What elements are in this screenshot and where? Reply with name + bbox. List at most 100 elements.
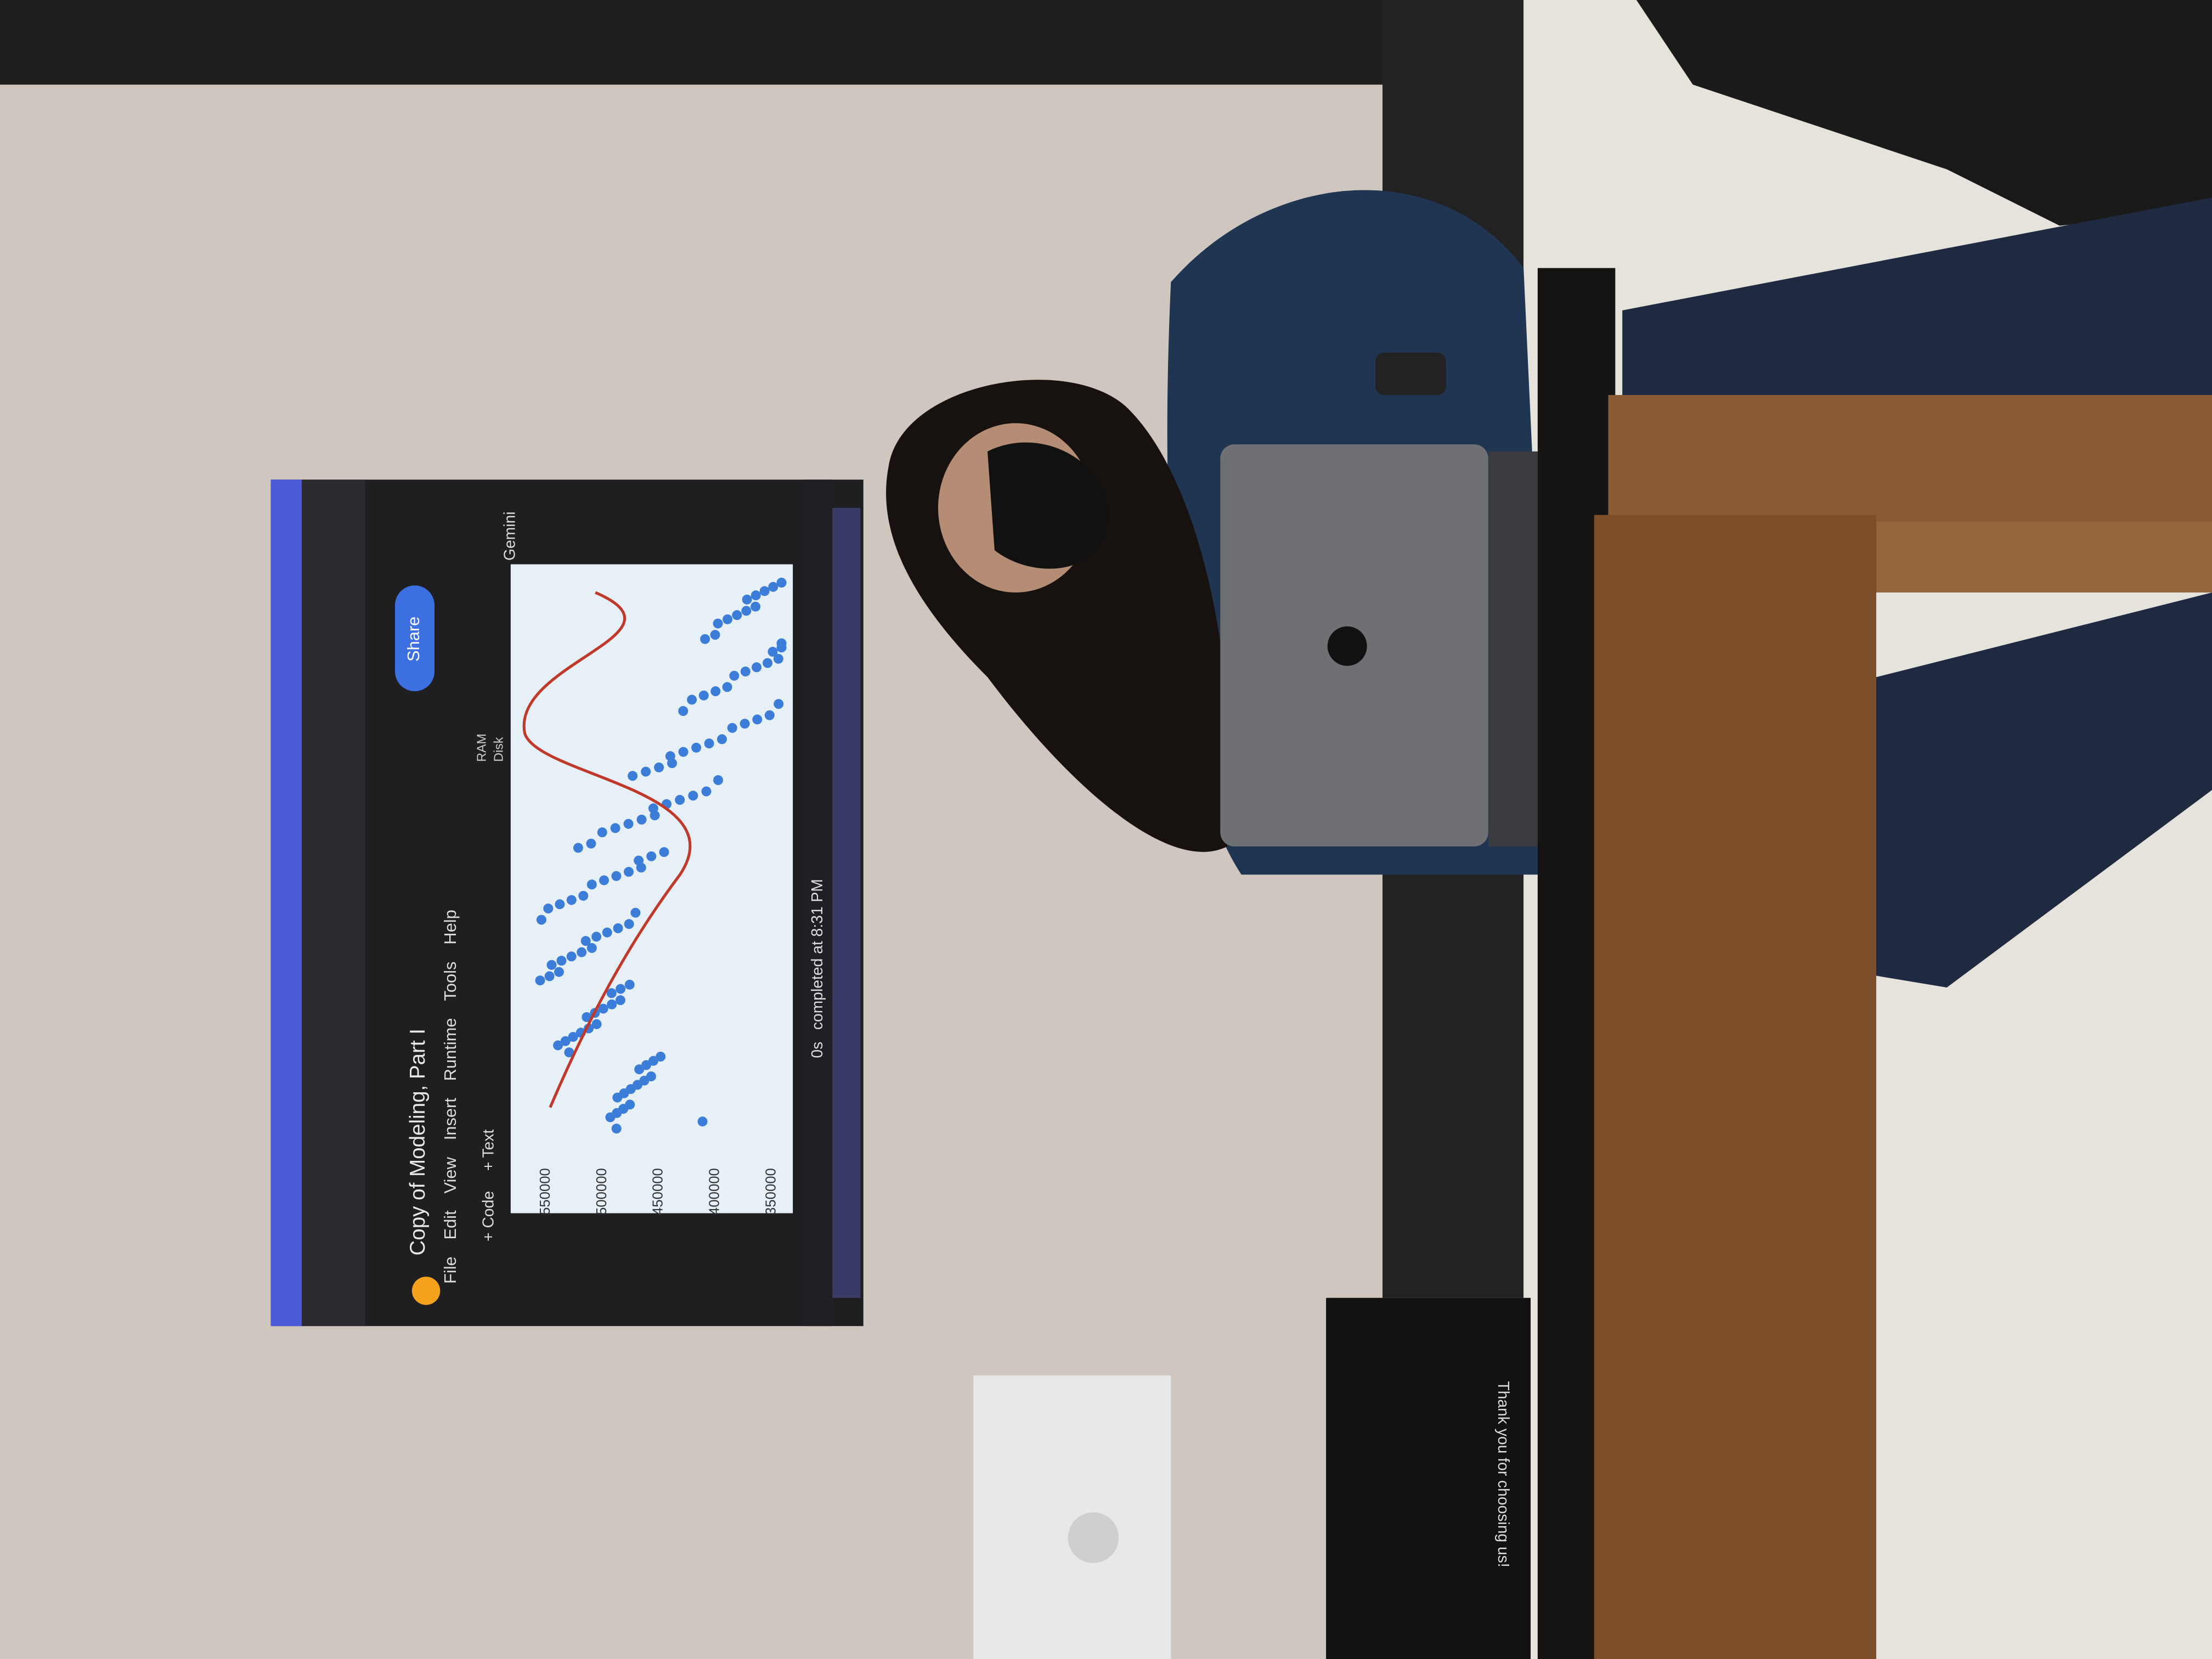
plot-dot [628,771,638,781]
resource-label: Disk [491,737,505,761]
plot-dot [751,601,761,612]
mask [988,442,1108,569]
share-label[interactable]: Share [404,617,423,662]
menu-item[interactable]: Tools [441,962,460,1001]
plot-dot [580,936,591,946]
plot-ticks: 550000 500000 450000 400000 350000 [538,1168,778,1215]
plot-dot [710,630,720,640]
projector [973,1375,1171,1659]
plot-dot [704,738,714,749]
fit-curve [522,591,692,1108]
plot-dot [776,642,787,653]
plot-dot [636,815,647,825]
plot-dot [591,932,602,942]
plot-dot [566,895,577,905]
plot-dot [613,923,623,933]
plot-dot [554,967,564,977]
plot-dot [535,975,545,986]
menu-item[interactable]: Insert [441,1098,460,1141]
plot-dot [568,1032,578,1042]
plot-dot [751,590,761,601]
plot-dot [543,904,554,913]
plot-dot [623,867,634,877]
leg [1862,592,2212,988]
plot-dot [752,662,762,673]
plot-dot [634,1064,645,1075]
plot-dot [607,999,617,1009]
plot-dot [763,658,773,668]
resource-label: RAM [475,733,489,761]
plot-dot [560,1036,571,1046]
plot-dot [722,682,732,692]
plot-dot [648,803,658,814]
plot-dot [713,618,723,629]
plot-dot [764,710,775,720]
plot-dot [610,823,620,833]
plot-dot [615,995,625,1006]
colab-logo [411,1277,441,1305]
plot-dot [611,1124,622,1134]
resources: RAM Disk [475,733,506,761]
plot-dot [742,594,752,605]
plot-dot [740,719,750,729]
plot-dot [606,988,617,998]
plot-dot [740,667,751,676]
desk-top [1608,395,2212,522]
plot-dot [654,762,664,772]
plot-dot [665,751,675,761]
plot-dot [752,714,763,725]
plot-dot [701,786,712,797]
plot-dot [578,890,589,901]
menu-item[interactable]: Runtime [441,1018,460,1081]
plot-dot [624,919,634,929]
plot-dot [678,747,689,757]
plot-dot [605,1112,616,1122]
seated-person [1636,0,2212,226]
plot-dot [598,1003,608,1014]
menu-bar: File Edit View Insert Runtime Tools Help [441,910,460,1284]
plot-dot [697,1116,708,1127]
plot-dot [678,706,689,716]
plot-dot [773,653,783,664]
toolbar-button[interactable]: + Text [479,1129,497,1171]
menu-item[interactable]: Help [441,910,460,944]
plot-dot [591,1019,602,1029]
plot-dot [698,690,709,701]
plot-dot [577,947,587,957]
plot-dot [553,1040,563,1051]
plot-dot [675,795,685,805]
plot-dot [646,851,657,861]
browser-tabs [302,479,366,1327]
share-button[interactable] [395,585,435,691]
plot-dot [586,838,596,849]
menu-item[interactable]: File [441,1256,460,1284]
plot-dot [700,634,710,644]
plot-dot [741,606,752,616]
plot-dot [656,1052,666,1062]
box-label: Thank you for choosing us! [1495,1381,1513,1567]
desk-rail [1876,522,2212,592]
plot-dot [582,1012,592,1022]
plot-dot [768,647,778,657]
plot-dot [611,871,622,881]
gemini-label[interactable]: Gemini [500,511,518,561]
projected-notebook: Copy of Modeling, Part I File Edit View Ins… [270,479,864,1327]
plot-dot [599,875,610,885]
plot-dot [616,984,626,994]
toolbar-button[interactable]: + Code [479,1191,497,1242]
plot-dot [691,742,702,753]
plot-dot [630,907,641,918]
plot-dot [602,927,612,938]
tick-label: 500000 [594,1168,610,1215]
dock [832,507,861,1298]
plot-dot [586,879,597,890]
plot-dot [732,610,742,620]
plot-dot [623,819,634,829]
menu-item[interactable]: Edit [441,1210,460,1240]
plot-dot [544,971,555,981]
menu-item[interactable]: View [441,1156,460,1193]
tick-label: 350000 [763,1168,778,1215]
status-bar [804,479,833,1327]
plot-dot [688,791,698,801]
